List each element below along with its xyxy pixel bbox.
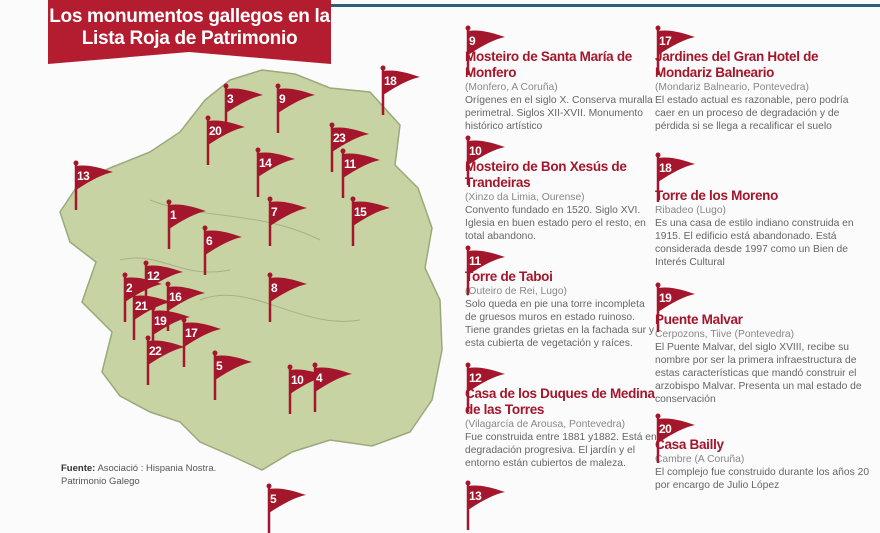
monument-location: (Xinzo da Limia, Ourense) [465, 192, 585, 203]
flag-number: 18 [659, 161, 672, 175]
flag-icon: 12 [465, 362, 509, 412]
monument-entry: 20 Casa Bailly Cambre (A Coruña) El complej… [655, 413, 870, 492]
flag-number: 20 [659, 422, 672, 436]
monument-title: Mosteiro de Bon Xesús de Trandeiras [465, 159, 627, 190]
flag-number: 9 [279, 92, 286, 106]
map-flag-marker[interactable]: 20 [205, 115, 249, 165]
monument-entry: 11 Torre de Taboi (Outeiro de Rei, Lugo) So… [465, 245, 657, 350]
flag-number: 10 [291, 373, 304, 387]
map-flag-marker[interactable]: 23 [329, 122, 373, 172]
monument-title: Jardines del Gran Hotel de Mondariz Baln… [655, 49, 819, 80]
monument-description: El complejo fue construido durante los a… [655, 467, 870, 491]
flag-number: 7 [271, 205, 278, 219]
monument-description: El Puente Malvar, del siglo XVIII, recib… [655, 342, 862, 405]
flag-number: 15 [354, 205, 367, 219]
map-flag-marker[interactable]: 9 [275, 83, 319, 133]
monument-location: (Vilagarcía de Arousa, Pontevedra) [465, 419, 626, 430]
map-flag-marker[interactable]: 22 [145, 335, 189, 385]
title-banner: Los monumentos gallegos en la Lista Roja… [48, 0, 331, 64]
map-flag-marker[interactable]: 11 [340, 148, 384, 198]
map-flag-marker[interactable]: 7 [267, 196, 311, 246]
flag-number: 3 [227, 92, 234, 106]
map-flag-marker[interactable]: 13 [73, 160, 117, 210]
flag-number: 12 [147, 269, 160, 283]
flag-number: 20 [209, 124, 222, 138]
flag-number: 13 [77, 169, 90, 183]
monument-title: Torre de Taboi [465, 269, 553, 284]
flag-number: 6 [206, 234, 213, 248]
map-flag-marker[interactable]: 18 [380, 65, 424, 115]
monument-location: (Outeiro de Rei, Lugo) [465, 286, 567, 297]
flag-icon: 9 [465, 25, 509, 75]
source-label: Fuente: [61, 463, 96, 474]
monument-entry: 13 [465, 480, 657, 530]
flag-icon: 10 [465, 135, 509, 185]
monument-description: Convento fundado en 1520. Siglo XVI. Igl… [465, 205, 646, 242]
map-flag-marker[interactable]: 5 [212, 350, 256, 400]
monument-entry: 10 Mosteiro de Bon Xesús de Trandeiras (Xi… [465, 135, 657, 243]
map-flag-marker[interactable]: 8 [267, 272, 311, 322]
monument-location: (Monfero, A Coruña) [465, 82, 558, 93]
flag-number: 16 [169, 290, 182, 304]
map-flag-marker[interactable]: 17 [181, 317, 225, 367]
flag-icon: 17 [655, 25, 699, 75]
flag-number: 2 [126, 281, 133, 295]
flag-number: 5 [216, 359, 223, 373]
map-flag-marker[interactable]: 1 [166, 199, 210, 249]
flag-number: 19 [154, 314, 167, 328]
map-flag-marker[interactable]: 5 [266, 483, 310, 533]
flag-number: 14 [259, 156, 272, 170]
monument-description: Orígenes en el siglo X. Conserva muralla… [465, 95, 653, 132]
flag-icon: 18 [655, 152, 699, 202]
flag-number: 19 [659, 291, 672, 305]
monument-entry: 9 Mosteiro de Santa María de Monfero (Monf… [465, 25, 657, 133]
monument-title: Casa Bailly [655, 437, 724, 452]
page-title: Los monumentos gallegos en la Lista Roja… [49, 6, 330, 49]
flag-number: 18 [384, 74, 397, 88]
flag-icon: 19 [655, 282, 699, 332]
flag-icon: 13 [465, 480, 509, 530]
monument-entry: 19 Puente Malvar Cerpozons, Tiive (Ponteve… [655, 282, 870, 406]
source-text: Asociació : Hispania Nostra. Patrimonio … [61, 463, 217, 487]
flag-number: 13 [469, 489, 482, 503]
flag-icon: 11 [465, 245, 509, 295]
monument-entry: 18 Torre de los Moreno Ribadeo (Lugo) Es un… [655, 152, 870, 269]
monument-entry: 12 Casa de los Duques de Medina de las To… [465, 362, 657, 470]
monument-location: Cambre (A Coruña) [655, 454, 745, 465]
flag-number: 22 [149, 344, 162, 358]
map-flag-marker[interactable]: 15 [350, 196, 394, 246]
monument-title: Puente Malvar [655, 312, 743, 327]
flag-number: 1 [170, 208, 177, 222]
monument-description: Fue construida entre 1881 y1882. Está en… [465, 432, 657, 469]
monument-title: Casa de los Duques de Medina de las Torr… [465, 386, 655, 417]
flag-number: 9 [469, 34, 476, 48]
map-flag-marker[interactable]: 16 [165, 281, 209, 331]
flag-number: 11 [344, 157, 356, 171]
monument-entry: 17 Jardines del Gran Hotel de Mondariz Ba… [655, 25, 870, 133]
flag-number: 5 [270, 492, 277, 506]
monument-title: Torre de los Moreno [655, 188, 779, 203]
monument-location: Ribadeo (Lugo) [655, 205, 726, 216]
flag-number: 10 [469, 144, 482, 158]
map-flag-marker[interactable]: 14 [255, 147, 299, 197]
flag-icon: 20 [655, 413, 699, 463]
flag-number: 17 [659, 34, 672, 48]
top-rule [331, 4, 880, 7]
monument-description: El estado actual es razonable, pero podr… [655, 95, 849, 132]
monument-location: Cerpozons, Tiive (Pontevedra) [655, 329, 795, 340]
flag-number: 21 [135, 299, 148, 313]
monument-title: Mosteiro de Santa María de Monfero [465, 49, 632, 80]
map-flag-marker[interactable]: 4 [312, 362, 356, 412]
flag-number: 11 [469, 254, 481, 268]
flag-number: 4 [316, 371, 323, 385]
flag-number: 23 [333, 131, 346, 145]
monument-location: (Mondariz Balneario, Pontevedra) [655, 82, 809, 93]
flag-number: 17 [185, 326, 198, 340]
flag-number: 8 [271, 281, 278, 295]
flag-number: 12 [469, 371, 482, 385]
source-note: Fuente: Asociació : Hispania Nostra. Pat… [61, 462, 231, 488]
monument-description: Solo queda en pie una torre incompleta d… [465, 299, 655, 349]
map-flag-marker[interactable]: 6 [202, 225, 246, 275]
monument-description: Es una casa de estilo indiano construida… [655, 218, 854, 268]
